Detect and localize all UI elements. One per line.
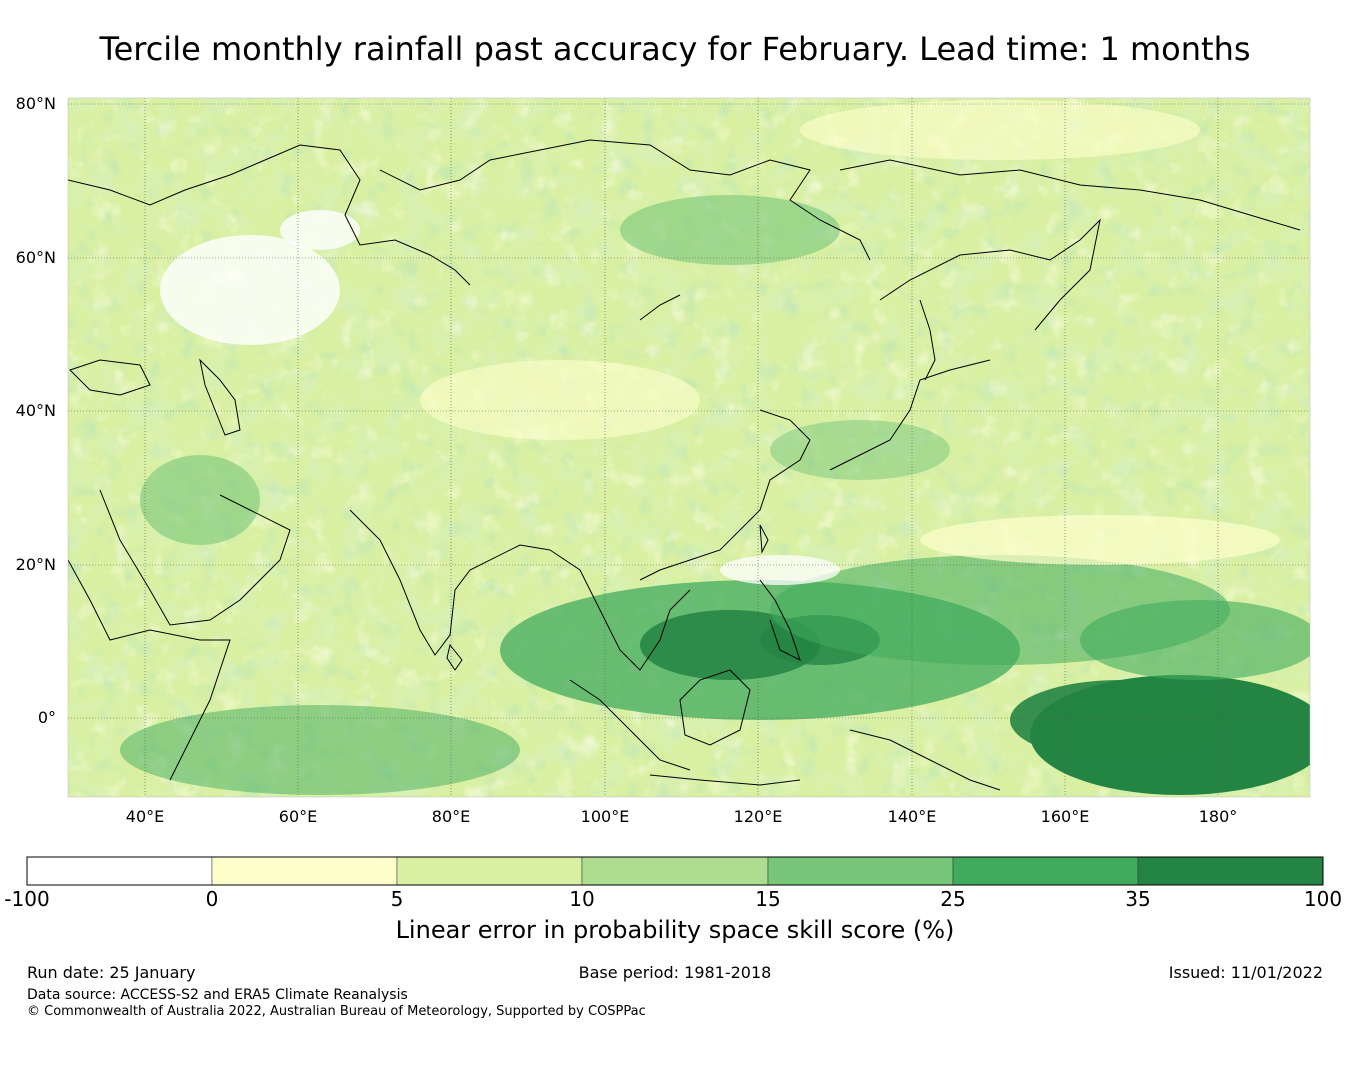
coast-borneo xyxy=(679,669,751,746)
coast-arctic-europe xyxy=(68,144,471,286)
colorbar-tick: 25 xyxy=(940,887,966,911)
coastlines xyxy=(68,139,1301,791)
colorbar-bin-1 xyxy=(26,856,213,886)
coast-black-sea xyxy=(69,359,151,396)
copyright: © Commonwealth of Australia 2022, Austra… xyxy=(27,1004,646,1019)
coast-sakhalin xyxy=(919,299,936,381)
coast-philippines xyxy=(759,579,801,661)
colorbar-bin-3 xyxy=(396,856,583,886)
colorbar xyxy=(26,856,1324,886)
colorbar-tick: 100 xyxy=(1303,887,1343,911)
coast-arctic-east xyxy=(839,159,1301,231)
graticule xyxy=(68,98,1310,797)
colorbar-bin-7 xyxy=(1137,856,1324,886)
base-period: Base period: 1981-2018 xyxy=(578,963,772,982)
lon-label-80e: 80°E xyxy=(431,807,471,826)
colorbar-tick: 15 xyxy=(755,887,781,911)
colorbar-tick: 0 xyxy=(205,887,219,911)
data-source: Data source: ACCESS-S2 and ERA5 Climate … xyxy=(27,987,408,1003)
coast-indochina xyxy=(549,549,691,671)
colorbar-bin-2 xyxy=(211,856,398,886)
coast-africa-east xyxy=(68,559,231,781)
colorbar-frame xyxy=(26,856,1324,886)
lat-label-20n: 20°N xyxy=(15,555,56,574)
lon-label-160e: 160°E xyxy=(1040,807,1090,826)
coast-java xyxy=(649,774,801,786)
lat-label-60n: 60°N xyxy=(15,248,56,267)
coast-korea-china xyxy=(639,409,811,581)
lat-label-40n: 40°N xyxy=(15,401,56,420)
lon-label-140e: 140°E xyxy=(887,807,937,826)
coast-sumatra xyxy=(569,679,691,771)
issued-date: Issued: 11/01/2022 xyxy=(1168,963,1323,982)
coast-taiwan xyxy=(759,524,769,554)
coast-arctic-siberia xyxy=(379,139,871,261)
skill-field xyxy=(68,98,1310,797)
colorbar-bin-5 xyxy=(767,856,954,886)
lon-label-40e: 40°E xyxy=(125,807,165,826)
colorbar-bin-6 xyxy=(952,856,1139,886)
colorbar-tick: 10 xyxy=(569,887,595,911)
lon-label-60e: 60°E xyxy=(278,807,318,826)
coast-japan xyxy=(829,359,991,471)
lon-label-120e: 120°E xyxy=(733,807,783,826)
colorbar-tick: -100 xyxy=(4,887,50,911)
run-date: Run date: 25 January xyxy=(27,963,196,982)
coast-arabia xyxy=(99,489,291,626)
coast-caspian xyxy=(199,358,241,436)
lon-label-100e: 100°E xyxy=(580,807,630,826)
coast-sri-lanka xyxy=(446,643,463,671)
map-frame xyxy=(67,97,1311,798)
lat-label-80n: 80°N xyxy=(15,94,56,113)
colorbar-tick: 5 xyxy=(390,887,404,911)
coast-india xyxy=(349,509,551,656)
coast-baikal xyxy=(639,294,681,321)
coast-new-guinea xyxy=(849,729,1001,791)
lat-label-0: 0° xyxy=(37,708,56,727)
colorbar-bin-4 xyxy=(581,856,769,886)
chart-title: Tercile monthly rainfall past accuracy f… xyxy=(99,30,1251,68)
coast-kamchatka-okhotsk xyxy=(879,218,1101,331)
lon-label-180: 180° xyxy=(1198,807,1238,826)
colorbar-label: Linear error in probability space skill … xyxy=(395,916,955,944)
colorbar-tick: 35 xyxy=(1125,887,1151,911)
